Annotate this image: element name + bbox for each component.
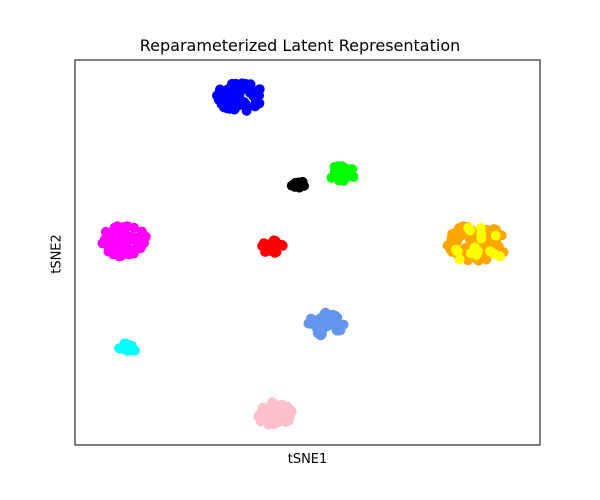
cluster-4 [257, 235, 288, 258]
point [228, 100, 238, 111]
cluster-2 [326, 161, 359, 186]
points-layer [97, 78, 509, 430]
cluster-3 [97, 221, 151, 262]
point [268, 235, 279, 246]
chart-title: Reparameterized Latent Representation [139, 36, 461, 55]
point [332, 312, 343, 323]
point [257, 241, 268, 251]
point [248, 91, 259, 102]
cluster-8 [114, 338, 140, 356]
point [256, 407, 267, 418]
point [271, 247, 282, 257]
point [476, 229, 487, 240]
point [481, 254, 492, 265]
point [120, 344, 131, 355]
cluster-1 [286, 176, 309, 193]
point [324, 320, 335, 331]
point [331, 172, 342, 183]
point [256, 415, 267, 425]
point [311, 315, 322, 326]
point [490, 230, 501, 241]
point [110, 245, 121, 256]
point [113, 234, 124, 245]
point [277, 399, 287, 410]
point [295, 179, 305, 189]
point [454, 254, 465, 265]
point [465, 248, 476, 259]
point [122, 245, 133, 255]
point [494, 251, 505, 262]
cluster-9 [253, 397, 297, 430]
point [254, 84, 265, 95]
point [345, 167, 356, 178]
point [485, 246, 496, 257]
cluster-6 [451, 222, 505, 265]
point [234, 80, 245, 91]
x-axis-label: tSNE1 [287, 452, 328, 467]
point [241, 105, 252, 116]
y-axis-label: tSNE2 [49, 234, 65, 274]
cluster-7 [303, 307, 349, 341]
point [125, 231, 136, 242]
point [102, 238, 113, 248]
point [132, 240, 143, 251]
point [465, 225, 476, 236]
point [266, 399, 277, 410]
cluster-0 [212, 78, 265, 116]
plot-frame [74, 59, 541, 446]
point [226, 80, 237, 91]
point [452, 233, 463, 244]
point [324, 310, 335, 320]
point [452, 246, 463, 257]
point [335, 322, 346, 333]
point [274, 411, 285, 422]
point [315, 329, 326, 340]
